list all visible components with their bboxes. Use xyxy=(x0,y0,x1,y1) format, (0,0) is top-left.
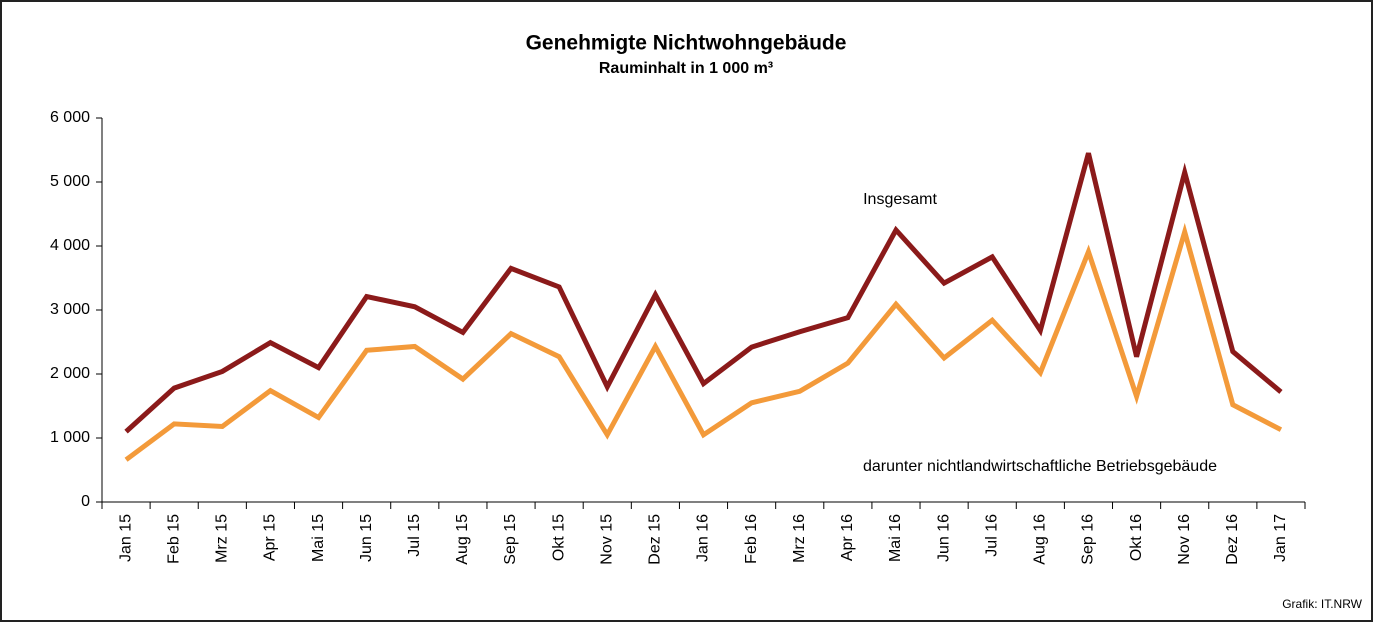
x-tick-label: Aug 16 xyxy=(1032,514,1049,565)
series-label: darunter nichtlandwirtschaftliche Betrie… xyxy=(863,458,1217,475)
x-tick-label: Okt 15 xyxy=(550,514,567,561)
chart-title: Genehmigte Nichtwohngebäude xyxy=(526,32,847,55)
y-tick-label: 0 xyxy=(81,493,90,510)
x-tick-label: Jun 16 xyxy=(935,514,952,562)
x-tick-label: Mrz 16 xyxy=(791,514,808,563)
x-tick-label: Jan 15 xyxy=(117,514,134,562)
x-tick-label: Sep 15 xyxy=(502,514,519,565)
series-label: Insgesamt xyxy=(863,191,937,208)
x-tick-label: Nov 16 xyxy=(1176,514,1193,565)
source: Grafik: IT.NRW xyxy=(1282,597,1362,611)
y-tick-label: 6 000 xyxy=(50,109,90,126)
x-tick-label: Apr 16 xyxy=(839,514,856,561)
x-tick-label: Jul 16 xyxy=(983,514,1000,557)
y-tick-label: 4 000 xyxy=(50,237,90,254)
x-tick-label: Okt 16 xyxy=(1128,514,1145,561)
x-tick-label: Mrz 15 xyxy=(214,514,231,563)
y-tick-label: 3 000 xyxy=(50,301,90,318)
series-line xyxy=(124,152,1283,434)
x-tick-label: Mai 16 xyxy=(887,514,904,562)
x-tick-label: Jul 15 xyxy=(406,514,423,557)
x-tick-label: Jun 15 xyxy=(358,514,375,562)
x-tick-label: Dez 16 xyxy=(1224,514,1241,565)
chart-subtitle: Rauminhalt in 1 000 m³ xyxy=(599,60,773,77)
x-tick-label: Feb 16 xyxy=(743,514,760,564)
y-tick-label: 1 000 xyxy=(50,429,90,446)
x-tick-label: Mai 15 xyxy=(310,514,327,562)
x-tick-label: Dez 15 xyxy=(647,514,664,565)
x-tick-label: Jan 16 xyxy=(695,514,712,562)
series-line xyxy=(124,222,1283,462)
y-tick-label: 5 000 xyxy=(50,173,90,190)
x-tick-label: Apr 15 xyxy=(262,514,279,561)
y-tick-label: 2 000 xyxy=(50,365,90,382)
x-tick-label: Jan 17 xyxy=(1272,514,1289,562)
x-tick-label: Sep 16 xyxy=(1080,514,1097,565)
x-tick-label: Aug 15 xyxy=(454,514,471,565)
x-tick-label: Nov 15 xyxy=(598,514,615,565)
x-tick-label: Feb 15 xyxy=(165,514,182,564)
